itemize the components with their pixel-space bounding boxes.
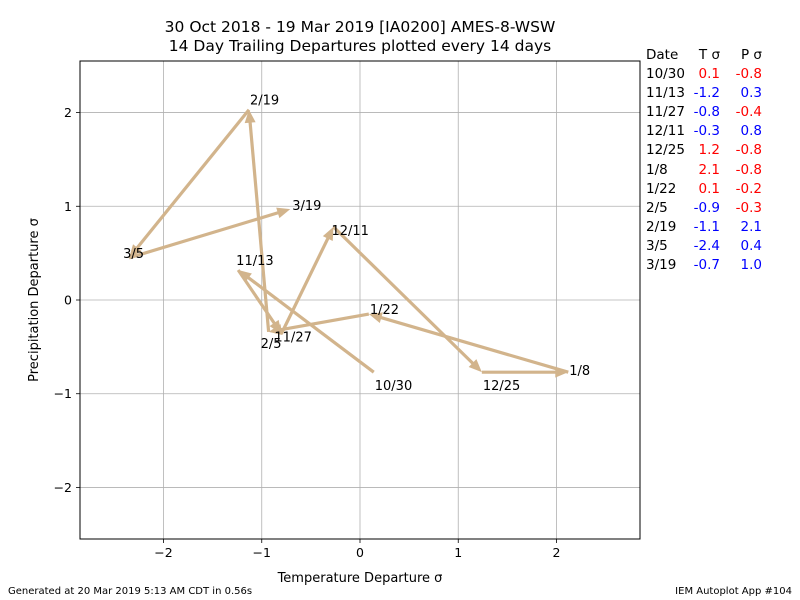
table-row: 10/30 0.1 -0.8 <box>646 65 796 84</box>
point-label: 11/27 <box>274 331 311 346</box>
row-temp-departure: -2.4 <box>693 237 720 254</box>
row-precip-departure: -0.2 <box>735 180 762 197</box>
header-date: Date <box>646 47 679 63</box>
row-date: 1/8 <box>646 161 668 178</box>
trajectory-arrow <box>128 207 291 260</box>
y-tick-label: 0 <box>64 293 72 308</box>
row-temp-departure: 0.1 <box>698 180 720 197</box>
footer-generated: Generated at 20 Mar 2019 5:13 AM CDT in … <box>8 586 253 597</box>
table-row: 12/25 1.2 -0.8 <box>646 141 796 160</box>
y-tick-label: 2 <box>64 105 72 120</box>
row-date: 3/5 <box>646 237 668 254</box>
y-axis-label: Precipitation Departure σ <box>27 218 42 382</box>
chart-title: 30 Oct 2018 - 19 Mar 2019 [IA0200] AMES-… <box>164 18 556 36</box>
point-label: 1/8 <box>569 364 590 379</box>
trajectory-arrow <box>129 108 251 258</box>
point-label: 11/13 <box>236 254 273 269</box>
row-temp-departure: 2.1 <box>698 161 720 178</box>
row-date: 2/5 <box>646 199 668 216</box>
footer-app: IEM Autoplot App #104 <box>675 586 792 597</box>
point-label: 2/5 <box>261 337 282 352</box>
row-temp-departure: 0.1 <box>698 66 720 83</box>
table-row: 1/22 0.1 -0.2 <box>646 180 796 199</box>
table-row: 2/5 -0.9 -0.3 <box>646 199 796 218</box>
row-date: 12/25 <box>646 142 685 159</box>
y-tick-label: −1 <box>54 386 72 401</box>
chart-subtitle: 14 Day Trailing Departures plotted every… <box>168 37 552 55</box>
row-date: 11/27 <box>646 104 685 121</box>
row-precip-departure: 2.1 <box>740 218 762 235</box>
row-precip-departure: -0.8 <box>735 142 762 159</box>
table-row: 2/19 -1.1 2.1 <box>646 218 796 237</box>
trajectory-arrow <box>332 225 482 373</box>
row-precip-departure: -0.3 <box>735 199 762 216</box>
row-precip-departure: 0.8 <box>740 123 762 140</box>
table-row: 12/11 -0.3 0.8 <box>646 122 796 141</box>
point-label: 3/19 <box>292 199 321 214</box>
trajectory-arrow <box>244 109 271 333</box>
row-precip-departure: 0.4 <box>740 237 762 254</box>
table-row: 11/13 -1.2 0.3 <box>646 84 796 103</box>
x-tick-label: −2 <box>154 545 172 560</box>
row-date: 3/19 <box>646 257 677 274</box>
trajectory-arrow <box>279 226 334 335</box>
x-tick-label: 2 <box>553 545 561 560</box>
table-row: 3/5 -2.4 0.4 <box>646 237 796 256</box>
table-row: 11/27 -0.8 -0.4 <box>646 103 796 122</box>
trajectory-arrow <box>268 312 370 336</box>
header-temp: T σ <box>698 47 720 63</box>
trajectory-arrow <box>236 269 282 334</box>
row-temp-departure: -0.3 <box>693 123 720 140</box>
row-temp-departure: -0.9 <box>693 199 720 216</box>
trajectory-arrow <box>368 312 569 374</box>
table-header: Date T σ P σ <box>646 46 796 65</box>
row-precip-departure: 1.0 <box>740 257 762 274</box>
point-label: 10/30 <box>375 379 412 394</box>
row-temp-departure: -0.8 <box>693 104 720 121</box>
row-precip-departure: -0.8 <box>735 161 762 178</box>
row-temp-departure: -1.1 <box>693 218 720 235</box>
table-row: 3/19 -0.7 1.0 <box>646 256 796 275</box>
y-tick-label: 1 <box>64 199 72 214</box>
row-temp-departure: -0.7 <box>693 257 720 274</box>
row-date: 11/13 <box>646 85 685 102</box>
point-label: 3/5 <box>123 247 144 262</box>
header-precip: P σ <box>741 47 762 63</box>
row-temp-departure: 1.2 <box>698 142 720 159</box>
x-tick-label: 1 <box>454 545 462 560</box>
point-label: 2/19 <box>250 94 279 109</box>
row-date: 2/19 <box>646 218 677 235</box>
departures-table: Date T σ P σ 10/30 0.1 -0.8 11/13 -1.2 0.3 11/… <box>646 46 796 275</box>
row-temp-departure: -1.2 <box>693 85 720 102</box>
point-label: 12/25 <box>483 379 520 394</box>
row-precip-departure: -0.4 <box>735 104 762 121</box>
table-row: 1/8 2.1 -0.8 <box>646 161 796 180</box>
row-precip-departure: 0.3 <box>740 85 762 102</box>
x-tick-label: −1 <box>253 545 271 560</box>
row-precip-departure: -0.8 <box>735 66 762 83</box>
y-tick-label: −2 <box>54 480 72 495</box>
point-label: 12/11 <box>331 224 368 239</box>
point-label: 1/22 <box>370 303 399 318</box>
x-tick-label: 0 <box>356 545 364 560</box>
x-axis-label: Temperature Departure σ <box>277 571 443 586</box>
row-date: 10/30 <box>646 66 685 83</box>
row-date: 12/11 <box>646 123 685 140</box>
row-date: 1/22 <box>646 180 677 197</box>
